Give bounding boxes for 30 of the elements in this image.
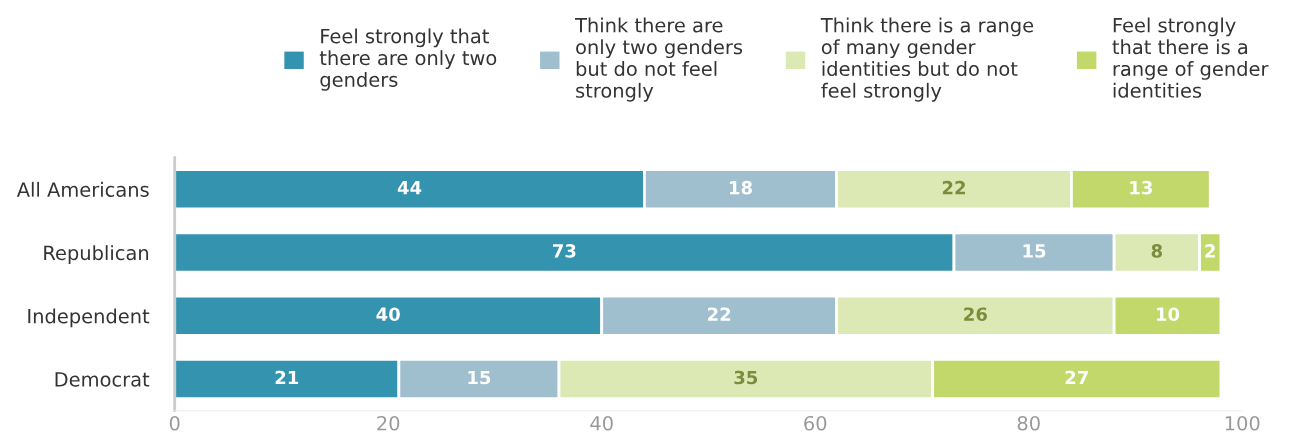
legend-label: Feel strongly that there is a range of gender identities bbox=[1112, 17, 1269, 98]
x-tick-label: 20 bbox=[377, 415, 400, 431]
data-label: 35 bbox=[734, 370, 758, 385]
x-tick-label: 0 bbox=[169, 415, 180, 431]
data-label: 22 bbox=[942, 180, 965, 195]
data-label: 13 bbox=[1130, 180, 1152, 195]
data-label: 27 bbox=[1065, 370, 1088, 385]
data-label: 73 bbox=[552, 244, 576, 258]
y-tick-label: Independent bbox=[28, 308, 150, 328]
data-label: 10 bbox=[1156, 307, 1180, 322]
data-label: 15 bbox=[468, 370, 491, 385]
legend-label: Feel strongly that there are only two genders bbox=[319, 28, 497, 91]
data-label: 26 bbox=[964, 307, 987, 322]
data-label: 21 bbox=[275, 370, 299, 385]
x-tick-label: 40 bbox=[590, 415, 613, 431]
y-tick-label: All Americans bbox=[16, 181, 149, 197]
x-tick-label: 80 bbox=[1017, 415, 1040, 431]
legend-label: Think there are only two genders but do not feel strongly bbox=[575, 17, 743, 102]
legend-label: Think there is a range of many gender identities but do not feel strongly bbox=[820, 17, 1034, 102]
x-tick-label: 100 bbox=[1225, 415, 1260, 431]
x-tick-label: 60 bbox=[804, 415, 827, 431]
data-label: 44 bbox=[397, 181, 422, 195]
y-tick-label: Republican bbox=[44, 245, 149, 264]
data-label: 22 bbox=[708, 307, 731, 321]
data-label: 18 bbox=[729, 180, 752, 195]
data-label: 2 bbox=[1205, 244, 1215, 258]
data-label: 8 bbox=[1151, 244, 1162, 258]
y-tick-label: Democrat bbox=[55, 372, 150, 387]
data-label: 40 bbox=[376, 307, 400, 322]
data-label: 15 bbox=[1023, 244, 1046, 258]
